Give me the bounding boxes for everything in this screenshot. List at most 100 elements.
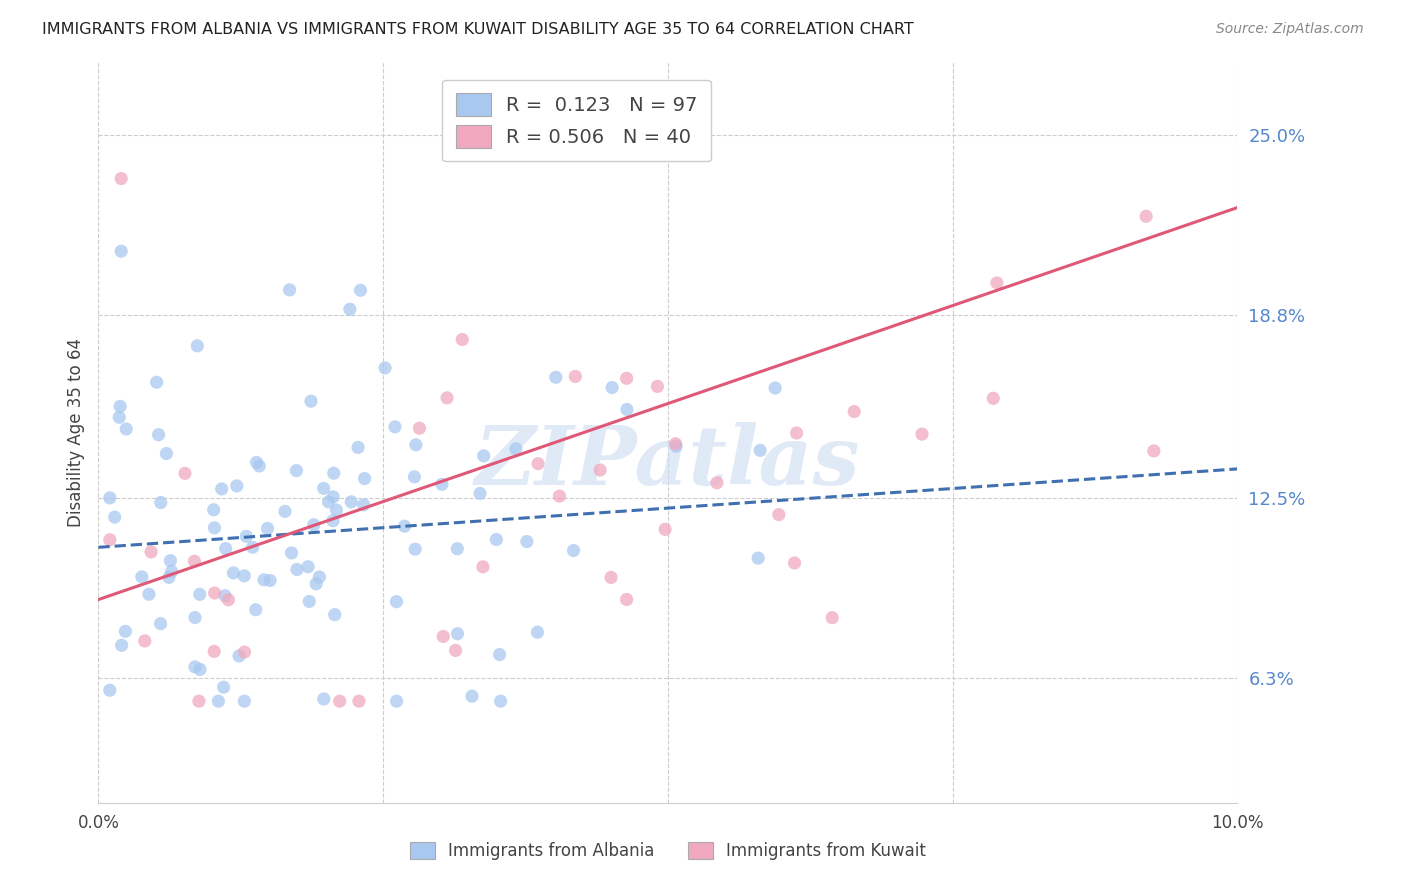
Point [1143, 444, 1166, 458]
Point [1135, 210, 1157, 224]
Point [217, 592, 239, 607]
Text: IMMIGRANTS FROM ALBANIA VS IMMIGRANTS FROM KUWAIT DISABILITY AGE 35 TO 64 CORREL: IMMIGRANTS FROM ALBANIA VS IMMIGRANTS FR… [42, 22, 914, 37]
Point [986, 276, 1008, 290]
Point [353, 472, 375, 486]
Point [665, 439, 688, 453]
Point [430, 477, 453, 491]
Point [204, 586, 226, 600]
Point [110, 244, 132, 259]
Point [318, 495, 340, 509]
Point [138, 587, 160, 601]
Point [616, 371, 638, 385]
Point [654, 522, 676, 536]
Point [385, 595, 408, 609]
Point [527, 457, 550, 471]
Point [184, 610, 207, 624]
Point [242, 540, 264, 554]
Point [616, 402, 638, 417]
Point [302, 517, 325, 532]
Point [98, 683, 121, 698]
Point [145, 376, 167, 390]
Point [385, 694, 408, 708]
Point [562, 543, 585, 558]
Point [312, 481, 335, 495]
Point [274, 504, 297, 518]
Point [222, 566, 245, 580]
Point [664, 436, 686, 450]
Point [844, 404, 866, 418]
Point [98, 491, 121, 505]
Point [114, 624, 136, 639]
Point [647, 379, 669, 393]
Point [211, 482, 233, 496]
Point [516, 534, 538, 549]
Point [188, 587, 211, 601]
Point [104, 510, 127, 524]
Point [911, 427, 934, 442]
Point [299, 394, 322, 409]
Legend: Immigrants from Albania, Immigrants from Kuwait: Immigrants from Albania, Immigrants from… [401, 834, 935, 869]
Point [405, 438, 427, 452]
Point [408, 421, 430, 435]
Point [353, 498, 375, 512]
Point [233, 569, 256, 583]
Point [472, 449, 495, 463]
Point [225, 479, 247, 493]
Point [339, 302, 361, 317]
Point [548, 489, 571, 503]
Point [188, 662, 211, 676]
Point [228, 648, 250, 663]
Text: Source: ZipAtlas.com: Source: ZipAtlas.com [1216, 22, 1364, 37]
Point [564, 369, 586, 384]
Point [981, 392, 1004, 406]
Point [184, 660, 207, 674]
Point [322, 466, 344, 480]
Point [233, 645, 256, 659]
Point [600, 380, 623, 394]
Point [149, 495, 172, 509]
Point [157, 570, 180, 584]
Point [786, 425, 808, 440]
Point [505, 442, 527, 456]
Point [298, 594, 321, 608]
Point [749, 443, 772, 458]
Point [461, 689, 484, 703]
Point [589, 463, 612, 477]
Point [214, 589, 236, 603]
Point [285, 464, 308, 478]
Point [488, 648, 510, 662]
Point [489, 694, 512, 708]
Point [329, 694, 352, 708]
Point [394, 519, 416, 533]
Point [183, 554, 205, 568]
Point [600, 570, 623, 584]
Point [436, 391, 458, 405]
Point [245, 603, 267, 617]
Point [186, 339, 208, 353]
Point [278, 283, 301, 297]
Point [444, 643, 467, 657]
Point [108, 410, 131, 425]
Point [159, 554, 181, 568]
Point [207, 694, 229, 708]
Text: ZIPatlas: ZIPatlas [475, 422, 860, 502]
Point [446, 541, 468, 556]
Point [245, 455, 267, 469]
Point [202, 503, 225, 517]
Point [468, 486, 491, 500]
Point [155, 446, 177, 460]
Point [763, 381, 786, 395]
Point [747, 551, 769, 566]
Point [108, 400, 131, 414]
Point [451, 333, 474, 347]
Point [285, 562, 308, 576]
Point [139, 545, 162, 559]
Point [174, 467, 197, 481]
Point [349, 283, 371, 297]
Point [446, 626, 468, 640]
Point [404, 542, 426, 557]
Point [149, 616, 172, 631]
Point [783, 556, 806, 570]
Point [253, 573, 276, 587]
Point [432, 629, 454, 643]
